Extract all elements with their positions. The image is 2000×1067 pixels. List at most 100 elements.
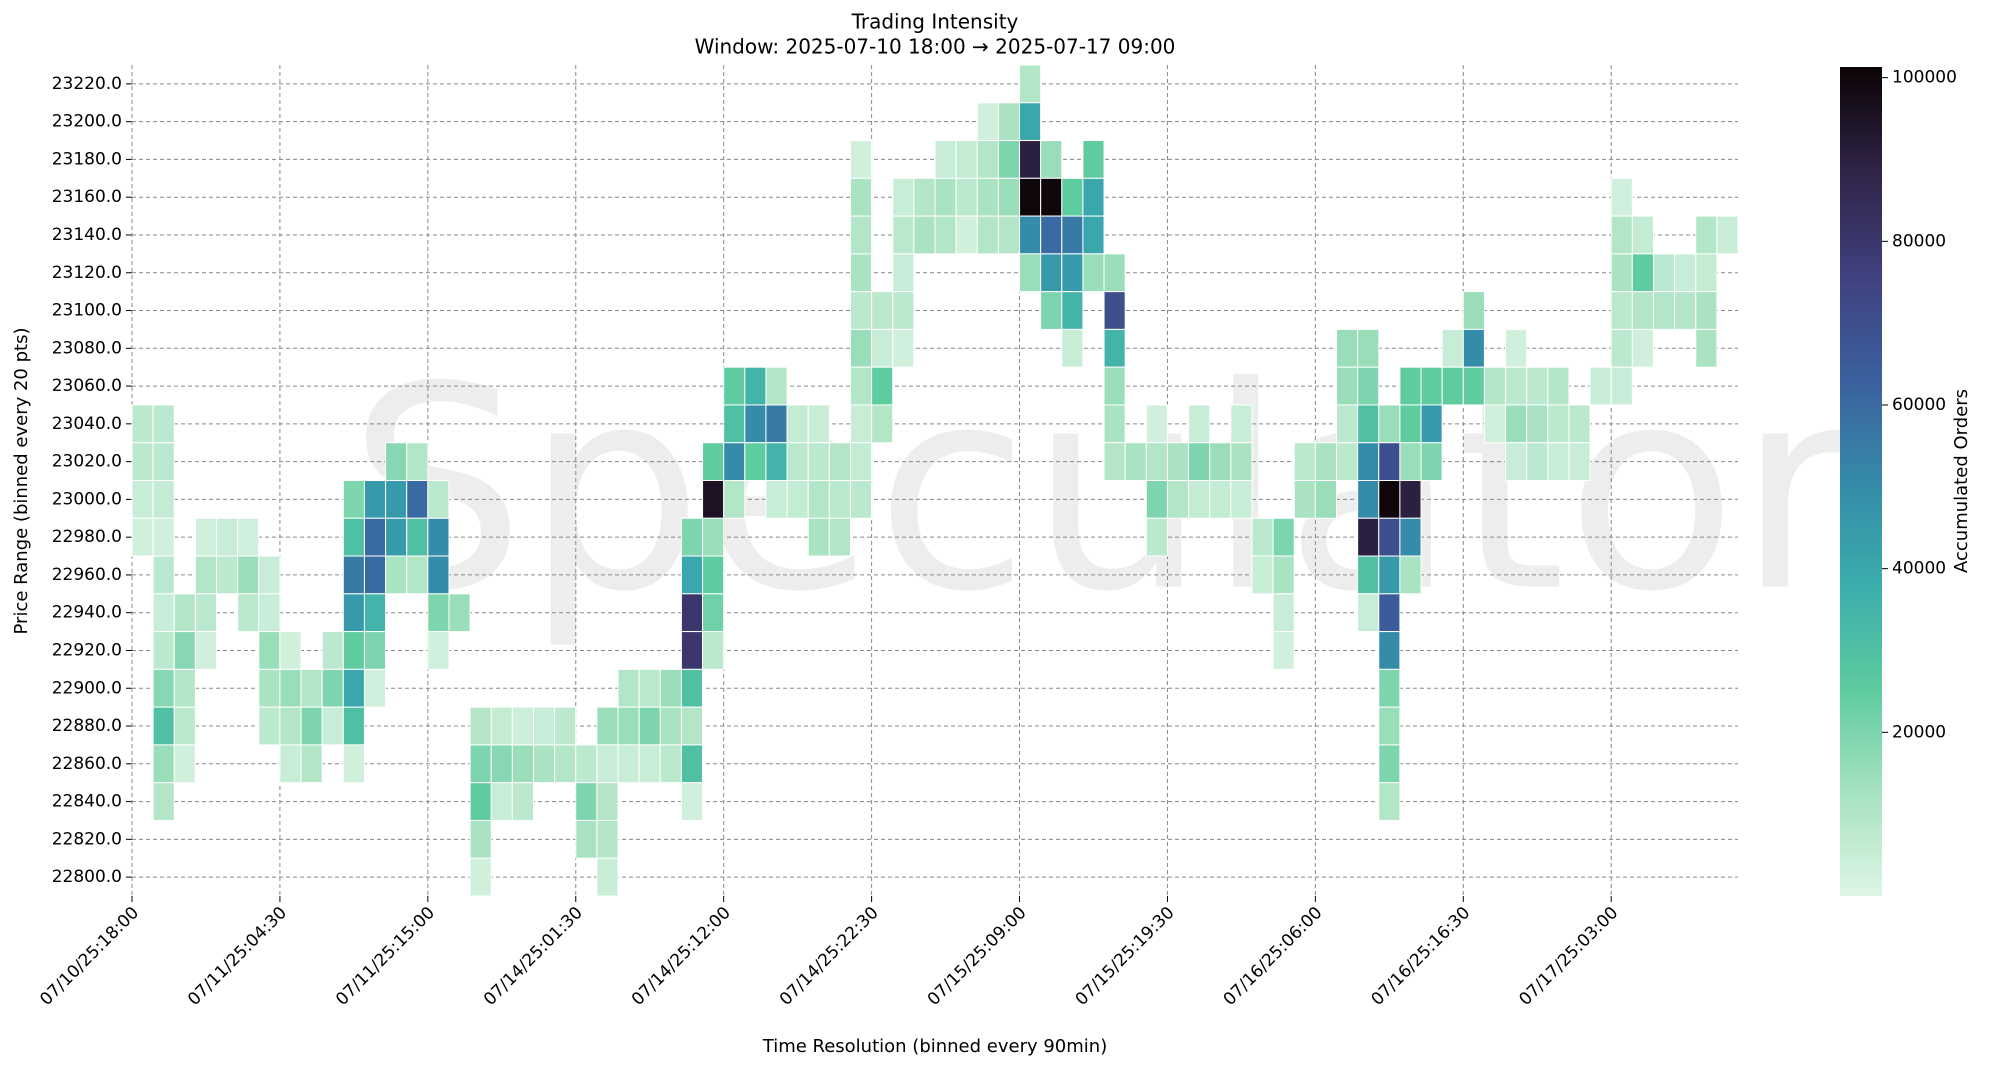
heat-cell <box>216 555 239 595</box>
heat-cell <box>1526 404 1549 444</box>
heat-cell <box>363 480 387 519</box>
heat-cell <box>448 593 471 633</box>
heat-cell <box>1378 442 1401 481</box>
heat-cell <box>892 177 915 217</box>
heat-cell <box>1082 140 1105 179</box>
heat-cell <box>1399 517 1422 557</box>
heat-cell <box>849 215 873 255</box>
heat-cell <box>279 668 302 708</box>
heat-cell <box>237 593 260 633</box>
heat-cell <box>469 857 492 897</box>
heat-cell <box>680 517 704 557</box>
heat-cell <box>1631 328 1654 368</box>
heat-cell <box>1378 593 1401 633</box>
heat-cell <box>617 706 640 746</box>
heat-cell <box>152 404 175 444</box>
heat-cell <box>1019 140 1042 179</box>
heat-cell <box>490 744 513 784</box>
heat-cell <box>1631 253 1654 293</box>
heat-cell <box>786 404 809 444</box>
heat-cell <box>1462 328 1485 368</box>
heat-cell <box>152 517 175 557</box>
heat-cell <box>976 177 999 217</box>
heat-cell <box>427 593 450 633</box>
heat-cell <box>1357 555 1380 595</box>
heat-cell <box>152 782 175 821</box>
heat-cell <box>152 631 175 670</box>
heat-cell <box>849 177 873 217</box>
heat-cell <box>1399 480 1422 519</box>
heat-cell <box>828 480 851 519</box>
heat-cell <box>849 291 873 330</box>
heat-cell <box>1610 253 1633 293</box>
heat-cell <box>1166 480 1190 519</box>
heat-cell <box>1040 177 1063 217</box>
heat-cell <box>744 366 767 406</box>
heat-cell <box>1019 253 1042 293</box>
y-tick-label: 23000.0 <box>52 489 122 509</box>
heat-cell <box>1652 291 1676 330</box>
heat-cell <box>1103 366 1126 406</box>
heat-cell <box>342 631 365 670</box>
heat-cell <box>744 404 767 444</box>
heat-cell <box>1399 442 1422 481</box>
heat-cell <box>871 291 894 330</box>
x-tick-label: 07/16/25:16:30 <box>1368 903 1475 1010</box>
heat-cell <box>1061 328 1084 368</box>
heat-cell <box>1272 593 1295 633</box>
heat-cell <box>1082 215 1105 255</box>
heat-cell <box>913 177 936 217</box>
heat-cell <box>1336 404 1359 444</box>
heat-cell <box>1061 291 1084 330</box>
heat-cell <box>152 668 175 708</box>
heat-cell <box>659 668 682 708</box>
heat-cell <box>849 404 873 444</box>
heat-cell <box>1357 517 1380 557</box>
heat-cell <box>131 442 154 481</box>
y-tick-label: 23100.0 <box>52 301 122 321</box>
heat-cell <box>216 517 239 557</box>
heat-cell <box>258 631 281 670</box>
heat-cell <box>511 706 534 746</box>
heat-cell <box>1526 442 1549 481</box>
heat-cell <box>955 215 978 255</box>
heat-cell <box>596 857 619 897</box>
heat-cell <box>1610 215 1633 255</box>
heat-cell <box>1716 215 1739 255</box>
y-tick-label: 22980.0 <box>52 527 122 547</box>
heat-cell <box>1589 366 1612 406</box>
heat-cell <box>427 555 450 595</box>
heat-cell <box>744 442 767 481</box>
heat-cell <box>342 668 365 708</box>
heat-cell <box>892 215 915 255</box>
heat-cell <box>554 706 577 746</box>
heat-cell <box>1230 480 1253 519</box>
heat-cell <box>469 744 492 784</box>
heat-cell <box>849 328 873 368</box>
heat-cell <box>1462 366 1485 406</box>
heat-cell <box>1145 480 1168 519</box>
heat-cell <box>955 140 978 179</box>
heat-cell <box>575 782 598 821</box>
heat-cell <box>1547 404 1570 444</box>
heat-cell <box>1357 366 1380 406</box>
heat-cell <box>1420 366 1443 406</box>
heat-cell <box>1082 177 1105 217</box>
heat-cell <box>469 819 492 859</box>
heat-cell <box>152 706 175 746</box>
colorbar-tick-label: 20000 <box>1892 722 1946 742</box>
heat-cell <box>1314 480 1337 519</box>
heat-cell <box>1441 366 1464 406</box>
x-tick-label: 07/11/25:04:30 <box>184 903 291 1010</box>
colorbar <box>1840 67 1882 896</box>
heat-cell <box>1695 291 1718 330</box>
heat-cell <box>1378 744 1401 784</box>
heat-cell <box>1272 517 1295 557</box>
heat-cell <box>1103 442 1126 481</box>
heat-cell <box>1399 404 1422 444</box>
heat-cell <box>1336 442 1359 481</box>
heat-cell <box>300 706 323 746</box>
heat-cell <box>342 593 365 633</box>
heat-cell <box>1462 291 1485 330</box>
